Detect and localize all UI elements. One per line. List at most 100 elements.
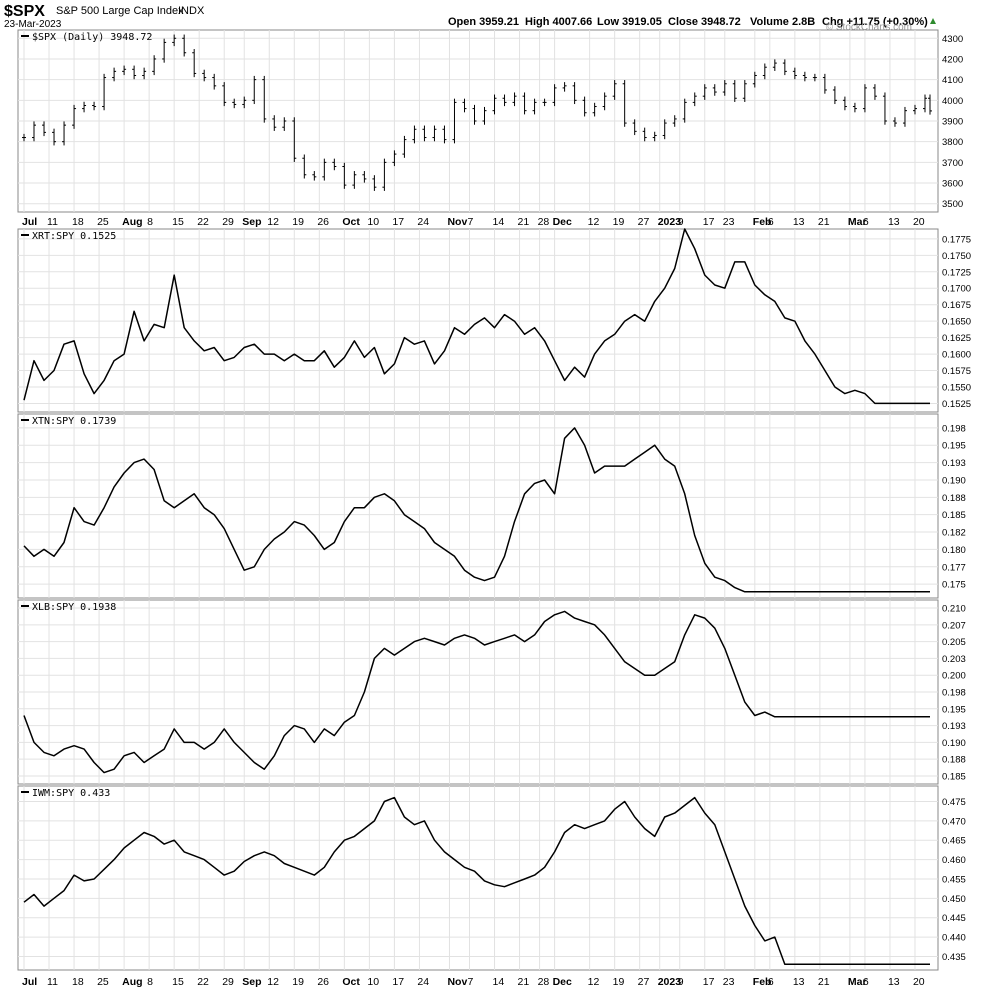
date-label: 23-Mar-2023 <box>4 19 62 30</box>
x-tick-label: 17 <box>392 976 404 988</box>
panel-frame <box>17 413 939 599</box>
x-tick-label: Sep <box>242 976 261 988</box>
legend-label: XRT:SPY 0.1525 <box>32 231 116 242</box>
x-tick-label: 17 <box>703 976 715 988</box>
x-tick-label: 12 <box>588 216 600 228</box>
x-tick-label: 15 <box>172 976 184 988</box>
x-tick-label: 2023 <box>658 976 682 988</box>
x-tick-label: 21 <box>518 976 530 988</box>
x-tick-label: 19 <box>613 976 625 988</box>
y-tick-label: 0.475 <box>942 797 966 808</box>
x-tick-label: Feb <box>753 216 772 228</box>
x-tick-label: 10 <box>367 976 379 988</box>
volume-label: Volume 2.8B <box>750 16 815 28</box>
x-tick-label: 11 <box>47 216 58 228</box>
x-tick-label: 20 <box>913 216 925 228</box>
symbol-label: $SPX <box>4 3 45 20</box>
y-tick-label: 0.177 <box>942 562 966 573</box>
x-tick-label: Dec <box>553 976 572 988</box>
change-label: Chg +11.75 (+0.30%) <box>822 16 928 28</box>
y-tick-label: 0.193 <box>942 721 966 732</box>
x-tick-label: Mar <box>848 976 867 988</box>
x-tick-label: 6 <box>863 976 869 988</box>
panel-frame <box>17 228 939 413</box>
y-tick-label: 0.200 <box>942 671 966 682</box>
y-tick-label: 0.460 <box>942 855 966 866</box>
x-tick-label: 25 <box>97 976 109 988</box>
x-tick-label: Dec <box>553 216 572 228</box>
high-label: High 4007.66 <box>525 16 592 28</box>
y-tick-label: 0.188 <box>942 755 966 766</box>
x-tick-label: 2023 <box>658 216 682 228</box>
x-tick-label: 14 <box>493 976 505 988</box>
x-tick-label: 24 <box>417 976 429 988</box>
y-tick-label: 0.1725 <box>942 267 971 278</box>
x-tick-label: 28 <box>538 976 550 988</box>
y-tick-label: 0.180 <box>942 545 966 556</box>
watermark: © StockCharts.com <box>826 22 912 33</box>
close-label: Close 3948.72 <box>668 16 741 28</box>
ratio-line <box>23 228 930 405</box>
y-tick-label: 4000 <box>942 96 963 107</box>
y-tick-label: 3500 <box>942 199 963 210</box>
y-tick-label: 0.1775 <box>942 234 971 245</box>
y-tick-label: 4200 <box>942 54 963 65</box>
y-tick-label: 3600 <box>942 179 963 190</box>
index-name-label: S&P 500 Large Cap Index <box>56 5 184 17</box>
x-tick-label: Aug <box>122 976 142 988</box>
x-tick-label: Jul <box>22 976 37 988</box>
y-tick-label: 0.195 <box>942 441 966 452</box>
x-tick-label: 29 <box>222 976 234 988</box>
x-tick-label: 7 <box>467 216 473 228</box>
x-tick-label: 18 <box>72 216 84 228</box>
x-tick-label: 18 <box>72 976 84 988</box>
x-tick-label: 21 <box>818 976 830 988</box>
x-tick-label: Mar <box>848 216 867 228</box>
y-tick-label: 0.470 <box>942 816 966 827</box>
x-tick-label: 10 <box>367 216 379 228</box>
x-tick-label: 12 <box>267 216 279 228</box>
y-tick-label: 0.205 <box>942 637 966 648</box>
y-tick-label: 0.1600 <box>942 350 971 361</box>
y-tick-label: 0.185 <box>942 510 966 521</box>
panel-frame <box>17 785 939 971</box>
legend-label: XTN:SPY 0.1739 <box>32 416 116 427</box>
x-tick-label: 14 <box>493 216 505 228</box>
y-tick-label: 0.210 <box>942 604 966 615</box>
legend-label: XLB:SPY 0.1938 <box>32 602 116 613</box>
x-tick-label: 13 <box>888 976 900 988</box>
ratio-line <box>23 796 930 965</box>
x-tick-label: 23 <box>723 976 735 988</box>
x-tick-label: 7 <box>467 976 473 988</box>
x-tick-label: 19 <box>292 976 304 988</box>
y-tick-label: 0.450 <box>942 894 966 905</box>
panels: 3500 3600 3700 3800 3900 4000 4100 4200 4300 $SPX… <box>17 29 971 988</box>
y-tick-label: 0.455 <box>942 874 966 885</box>
y-tick-label: 4100 <box>942 75 963 86</box>
x-tick-label: Nov <box>447 976 467 988</box>
low-label: Low 3919.05 <box>597 16 662 28</box>
y-tick-label: 0.193 <box>942 458 966 469</box>
y-tick-label: 0.445 <box>942 913 966 924</box>
x-tick-label: 11 <box>47 976 58 988</box>
y-tick-label: 0.188 <box>942 493 966 504</box>
x-tick-label: 9 <box>678 976 684 988</box>
x-tick-label: 17 <box>703 216 715 228</box>
x-tick-label: 28 <box>538 216 550 228</box>
y-tick-label: 0.203 <box>942 654 966 665</box>
y-tick-label: 0.182 <box>942 528 966 539</box>
x-tick-label: 12 <box>588 976 600 988</box>
x-tick-label: Aug <box>122 216 142 228</box>
x-tick-label: 6 <box>863 216 869 228</box>
x-tick-label: Feb <box>753 976 772 988</box>
x-tick-label: 15 <box>172 216 184 228</box>
x-tick-label: 29 <box>222 216 234 228</box>
x-tick-label: 19 <box>292 216 304 228</box>
x-tick-label: 17 <box>392 216 404 228</box>
y-tick-label: 0.465 <box>942 836 966 847</box>
x-tick-label: 26 <box>317 976 329 988</box>
x-tick-label: 8 <box>147 976 153 988</box>
x-tick-label: 6 <box>768 216 774 228</box>
legend-label: IWM:SPY 0.433 <box>32 788 110 799</box>
x-tick-label: 9 <box>678 216 684 228</box>
